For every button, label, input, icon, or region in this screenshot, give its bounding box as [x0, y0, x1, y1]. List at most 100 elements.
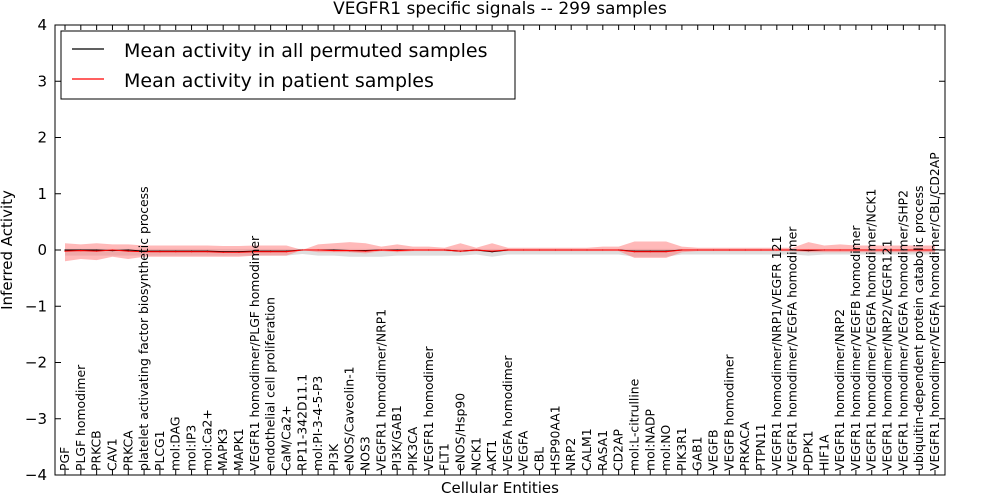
x-category-label: NOS3 — [358, 436, 373, 471]
x-category-label: mol:Ca2+ — [199, 409, 214, 471]
x-axis: PGF PLGF homodimer PRKCB CAV1 PRKCA platelet … — [57, 25, 942, 475]
x-category-label: mol:DAG — [168, 417, 183, 471]
legend-label-patient: Mean activity in patient samples — [124, 70, 434, 92]
point-patient — [428, 249, 430, 251]
point-patient — [554, 249, 556, 251]
x-category-label: PGF — [57, 447, 72, 471]
y-tick-label: −3 — [25, 410, 47, 428]
point-patient — [523, 249, 525, 251]
x-category-label: mol:NO — [658, 424, 673, 471]
x-category-label: NRP2 — [563, 438, 578, 471]
point-patient — [839, 249, 841, 251]
x-category-label: VEGFB — [706, 429, 721, 471]
x-category-label: CD2AP — [611, 428, 626, 471]
point-patient — [871, 249, 873, 251]
x-category-label: VEGFR1 homodimer/VEGFA homodimer — [785, 226, 800, 471]
legend-label-permuted: Mean activity in all permuted samples — [124, 40, 487, 62]
y-tick-label: 3 — [37, 72, 47, 90]
point-patient — [728, 249, 730, 251]
point-patient — [159, 251, 161, 253]
point-patient — [333, 249, 335, 252]
point-patient — [681, 249, 683, 251]
plot-area: −4 −3 −2 −1 0 1 2 3 4 PGF PLGF homodimer PRKCB CAV1… — [25, 16, 946, 484]
point-patient — [649, 251, 651, 253]
point-patient — [349, 249, 351, 252]
point-patient — [934, 249, 936, 251]
point-patient — [127, 250, 129, 252]
point-permuted — [96, 249, 98, 251]
point-patient — [538, 249, 541, 251]
point-patient — [886, 249, 889, 251]
point-patient — [807, 249, 810, 251]
point-patient — [301, 249, 303, 251]
x-category-label: VEGFR1 homodimer/VEGFA homodimer/SHP2 — [895, 190, 910, 471]
x-category-label: PTPN11 — [753, 423, 768, 471]
point-patient — [475, 249, 477, 251]
y-tick-label: 4 — [37, 16, 47, 34]
point-patient — [285, 251, 288, 253]
point-patient — [459, 250, 462, 252]
x-category-label: AKT1 — [484, 440, 499, 471]
x-category-label: PRKACA — [737, 421, 752, 471]
point-patient — [317, 249, 319, 251]
point-patient — [792, 249, 794, 251]
point-patient — [507, 249, 509, 251]
point-patient — [96, 250, 98, 252]
x-category-label: PDPK1 — [800, 431, 815, 472]
x-category-label: VEGFR1 homodimer/VEGFA homodimer/CBL/CD2… — [927, 152, 942, 471]
point-patient — [396, 249, 398, 252]
x-category-label: PRKCB — [89, 430, 104, 471]
point-patient — [618, 249, 620, 251]
x-category-label: eNOS/Hsp90 — [452, 393, 467, 471]
y-tick-label: 1 — [37, 185, 47, 203]
point-patient — [918, 249, 920, 251]
x-category-label: PLCG1 — [152, 430, 167, 471]
x-category-label: PIK3R1 — [674, 427, 689, 471]
x-category-label: VEGFR1 homodimer/VEGFA homodimer/NCK1 — [864, 189, 879, 471]
x-category-label: VEGFR1 homodimer/NRP2 — [832, 309, 847, 471]
point-patient — [111, 249, 114, 251]
x-category-label: mol:L-citrulline — [626, 379, 641, 471]
x-category-label: mol:NADP — [642, 408, 657, 471]
x-category-label: RASA1 — [595, 430, 610, 471]
x-category-label: eNOS/Caveolin-1 — [342, 366, 357, 471]
point-patient — [902, 249, 904, 251]
point-patient — [665, 251, 667, 253]
point-patient — [602, 249, 604, 251]
x-category-label: GAB1 — [690, 437, 705, 471]
y-tick-label: 0 — [37, 241, 47, 259]
y-axis: −4 −3 −2 −1 0 1 2 3 4 — [25, 16, 945, 484]
point-patient — [222, 251, 224, 253]
legend: Mean activity in all permuted samples Me… — [60, 30, 516, 100]
point-patient — [175, 251, 177, 253]
point-patient — [143, 251, 145, 253]
x-category-label: CBL — [532, 447, 547, 471]
x-category-label: VEGFR1 homodimer — [421, 345, 436, 471]
point-patient — [586, 249, 588, 251]
legend-box — [60, 30, 516, 100]
point-patient — [380, 249, 382, 251]
x-category-label: mol:IP3 — [184, 425, 199, 471]
x-category-label: ubiquitin-dependent protein catabolic pr… — [911, 186, 926, 471]
x-category-label: CaM/Ca2+ — [278, 405, 293, 471]
point-patient — [364, 250, 367, 252]
x-category-label: VEGFR1 homodimer/NRP1 — [373, 309, 388, 471]
point-patient — [444, 249, 446, 251]
x-category-label: PLGF homodimer — [73, 364, 88, 471]
point-patient — [190, 251, 193, 253]
point-patient — [491, 250, 493, 252]
y-tick-label: −1 — [25, 297, 47, 315]
band-patient — [65, 241, 935, 262]
x-category-label: PI3K/GAB1 — [389, 405, 404, 471]
x-category-label: HSP90AA1 — [547, 405, 562, 471]
chart-title: VEGFR1 specific signals -- 299 samples — [333, 0, 667, 19]
point-patient — [633, 251, 636, 253]
x-category-label: NCK1 — [468, 437, 483, 471]
x-category-label: PIK3CA — [405, 426, 420, 471]
x-category-label: PI3K — [326, 443, 341, 471]
x-category-label: VEGFA — [516, 430, 531, 471]
line-patient — [64, 249, 935, 253]
x-category-label: platelet activating factor biosynthetic … — [136, 186, 151, 471]
x-category-label: VEGFA homodimer — [500, 355, 515, 471]
